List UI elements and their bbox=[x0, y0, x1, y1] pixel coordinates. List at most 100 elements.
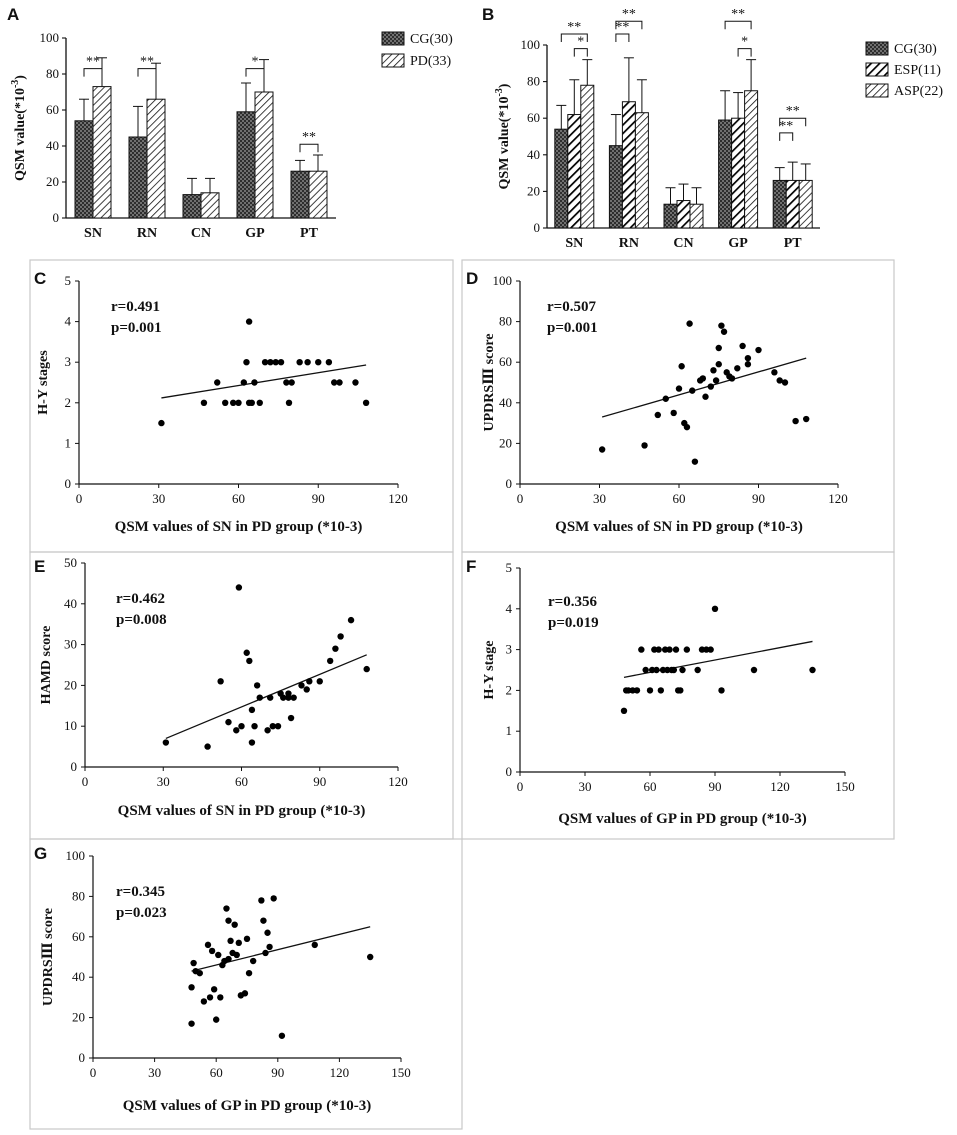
category-label-a-rn: RN bbox=[137, 226, 157, 241]
y-tick-label-c: 0 bbox=[65, 476, 72, 491]
legend-label-a-pd-33: PD(33) bbox=[410, 54, 452, 69]
data-point-c-14 bbox=[267, 359, 274, 366]
data-point-d-4 bbox=[670, 409, 677, 417]
data-point-d-11 bbox=[691, 458, 699, 465]
data-point-e-11 bbox=[251, 723, 258, 730]
y-axis-label-d: UPDRSⅢ score bbox=[482, 333, 497, 431]
y-tick-label-a: 40 bbox=[46, 138, 59, 153]
data-point-g-6 bbox=[204, 941, 212, 949]
x-axis-label-g: QSM values of GP in PD group (*10-3) bbox=[123, 1098, 371, 1114]
legend-label-a-cg-30: CG(30) bbox=[410, 32, 453, 47]
x-tick-label-d: 60 bbox=[673, 491, 686, 506]
x-tick-label-g: 150 bbox=[391, 1065, 411, 1080]
data-point-e-8 bbox=[246, 657, 253, 665]
significance-label-a-3: ** bbox=[302, 130, 316, 145]
x-tick-label-c: 0 bbox=[76, 491, 83, 506]
data-point-f-28 bbox=[711, 605, 719, 612]
data-point-d-19 bbox=[715, 361, 722, 368]
data-point-d-2 bbox=[654, 411, 661, 419]
significance-label-a-0: ** bbox=[86, 55, 100, 70]
significance-label-b-6: ** bbox=[786, 104, 800, 119]
y-axis-label-text-a: QSM value(*10 bbox=[13, 88, 28, 181]
x-axis-label-f: QSM values of GP in PD group (*10-3) bbox=[558, 811, 806, 827]
panel-letter-d: D bbox=[466, 269, 478, 288]
data-point-g-36 bbox=[367, 953, 374, 961]
scatter-chart-d: 0 20 40 60 80 100 0 30 60 90 120 UPDRSⅢ score QSM va… bbox=[482, 273, 848, 535]
data-point-c-17 bbox=[283, 379, 290, 386]
data-point-d-17 bbox=[712, 377, 720, 384]
panel-g-frame bbox=[29, 838, 463, 1130]
p-value-e: p=0.008 bbox=[116, 612, 167, 628]
bar-b-esp-11-gp bbox=[731, 117, 746, 229]
y-tick-label-e: 40 bbox=[64, 596, 77, 611]
data-point-c-16 bbox=[277, 359, 285, 366]
bar-b-asp-22-gp bbox=[744, 90, 759, 229]
panel-letter-b: B bbox=[482, 5, 494, 24]
y-tick-label-d: 80 bbox=[499, 314, 512, 329]
y-tick-label-b: 0 bbox=[534, 220, 541, 235]
bar-a-cg-30-rn bbox=[128, 136, 148, 219]
bar-a-pd-33-cn bbox=[200, 192, 220, 219]
y-tick-label-f: 3 bbox=[506, 642, 513, 657]
y-axis-label-a: QSM value(*10-3) bbox=[10, 75, 28, 181]
y-tick-label-a: 60 bbox=[46, 102, 59, 117]
data-point-g-2 bbox=[190, 959, 197, 967]
x-tick-label-g: 120 bbox=[330, 1065, 350, 1080]
data-point-g-16 bbox=[225, 955, 232, 963]
y-axis-label-c: H-Y stages bbox=[36, 350, 51, 415]
data-point-d-16 bbox=[710, 367, 717, 374]
bar-a-pd-33-gp bbox=[254, 91, 274, 219]
data-point-c-26 bbox=[352, 379, 359, 386]
p-value-g: p=0.023 bbox=[116, 905, 167, 921]
legend-swatch-a-pd-33 bbox=[381, 53, 405, 68]
y-tick-label-c: 3 bbox=[65, 354, 72, 369]
y-tick-label-e: 50 bbox=[64, 555, 77, 570]
bar-b-asp-22-rn bbox=[634, 112, 649, 229]
r-value-e: r=0.462 bbox=[116, 591, 165, 607]
data-point-d-27 bbox=[744, 354, 752, 362]
data-point-f-7 bbox=[646, 687, 654, 694]
y-tick-label-e: 20 bbox=[64, 677, 77, 692]
significance-label-b-0: ** bbox=[567, 20, 581, 35]
data-point-d-24 bbox=[728, 375, 736, 382]
panel-letter-g: G bbox=[34, 844, 47, 863]
data-point-c-5 bbox=[235, 399, 242, 406]
data-point-c-3 bbox=[222, 399, 229, 406]
data-point-d-31 bbox=[776, 377, 783, 384]
data-point-c-0 bbox=[158, 419, 165, 427]
x-tick-label-d: 0 bbox=[517, 491, 524, 506]
y-tick-label-a: 100 bbox=[40, 30, 60, 45]
data-point-d-26 bbox=[739, 342, 746, 350]
panel-c-frame bbox=[29, 259, 454, 553]
data-point-g-4 bbox=[196, 969, 203, 977]
data-point-d-29 bbox=[755, 346, 762, 354]
data-point-g-25 bbox=[243, 935, 251, 943]
panel-letter-e: E bbox=[34, 557, 45, 576]
data-point-g-21 bbox=[233, 951, 240, 959]
y-tick-label-d: 20 bbox=[499, 435, 512, 450]
y-tick-label-d: 100 bbox=[493, 273, 513, 288]
significance-bracket-b-7 bbox=[779, 132, 794, 141]
y-tick-label-b: 80 bbox=[527, 74, 540, 89]
x-tick-label-d: 30 bbox=[593, 491, 606, 506]
data-point-c-24 bbox=[331, 379, 338, 386]
data-point-e-21 bbox=[285, 694, 292, 701]
y-tick-label-a: 0 bbox=[53, 210, 60, 225]
data-point-f-31 bbox=[809, 666, 816, 674]
regression-line-d bbox=[601, 357, 807, 418]
data-point-g-34 bbox=[278, 1032, 286, 1039]
data-point-f-29 bbox=[718, 687, 725, 694]
category-label-b-pt: PT bbox=[784, 236, 803, 251]
bar-a-cg-30-cn bbox=[182, 194, 202, 219]
bar-a-cg-30-pt bbox=[290, 170, 310, 219]
y-tick-label-e: 30 bbox=[64, 637, 77, 652]
data-point-g-5 bbox=[200, 998, 208, 1005]
bar-b-esp-11-pt bbox=[785, 179, 800, 229]
data-point-g-22 bbox=[235, 939, 242, 947]
data-point-g-18 bbox=[227, 937, 234, 945]
data-point-e-22 bbox=[287, 714, 295, 722]
data-point-g-10 bbox=[213, 1016, 220, 1023]
data-point-g-27 bbox=[249, 957, 257, 965]
scatter-chart-f: 0 1 2 3 4 5 0 30 60 90 120 150 H-Y stage QSM values o… bbox=[482, 560, 855, 827]
